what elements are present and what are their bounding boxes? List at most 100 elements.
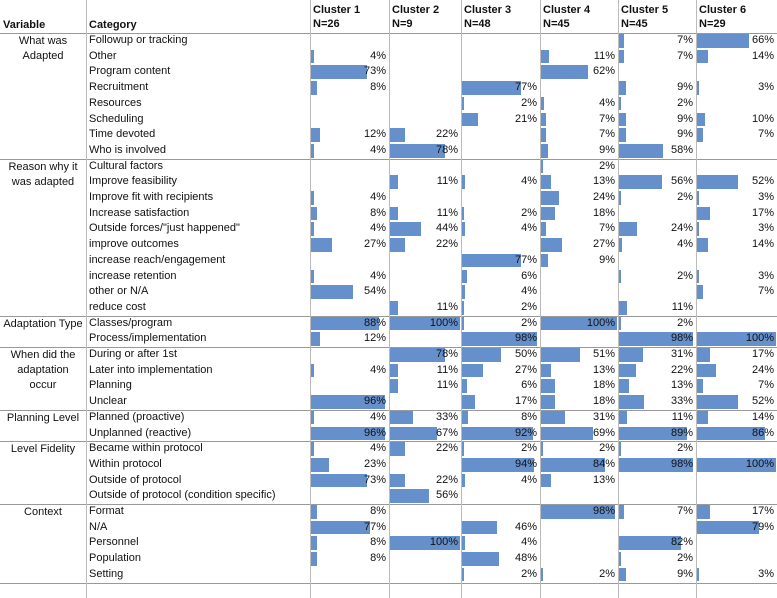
category-label: Outside of protocol [89, 473, 182, 486]
bar [462, 81, 522, 95]
header-cluster: Cluster 2 [392, 4, 440, 16]
cell-value: 62% [592, 65, 615, 78]
category-label: Planned (proactive) [89, 410, 185, 423]
bar [697, 505, 711, 519]
bar [619, 552, 621, 566]
bar [541, 363, 551, 378]
bar [541, 567, 543, 582]
bar [697, 175, 739, 189]
category-label: Recruitment [89, 81, 149, 94]
cell-value: 3% [758, 567, 774, 580]
cell-value: 100% [745, 332, 774, 345]
category-label: Personnel [89, 536, 139, 549]
category-label: N/A [89, 520, 108, 533]
cell-value: 82% [670, 536, 693, 549]
header-cluster: N=9 [392, 18, 413, 30]
cell-value: 11% [436, 300, 458, 313]
cell-value: 7% [599, 128, 615, 141]
bar [311, 128, 321, 142]
cell-value: 78% [435, 143, 458, 156]
bar [311, 520, 371, 535]
cell-value: 11% [593, 49, 615, 62]
bar [541, 348, 580, 362]
bar [462, 536, 466, 551]
variable-label: Context [24, 506, 62, 518]
category-label: Resources [89, 96, 142, 109]
bar [619, 426, 687, 441]
bar [697, 49, 709, 64]
cell-value: 2% [521, 316, 537, 329]
variable-label: What was Adapted [18, 35, 68, 62]
column-rule [310, 0, 311, 598]
bar [541, 49, 550, 64]
cell-value: 22% [435, 442, 458, 455]
cell-value: 96% [363, 395, 386, 408]
cell-value: 14% [751, 49, 774, 62]
category-label: Program content [89, 65, 171, 78]
column-rule [389, 0, 390, 598]
bar [390, 222, 421, 237]
bar [541, 410, 565, 425]
bar [311, 332, 321, 346]
cell-value: 2% [521, 96, 537, 109]
cell-value: 13% [670, 379, 693, 392]
cell-value: 4% [521, 175, 537, 188]
cell-value: 4% [370, 269, 386, 282]
cell-value: 4% [370, 222, 386, 235]
bar [390, 426, 437, 441]
bar [311, 65, 368, 80]
cell-value: 33% [670, 395, 693, 408]
variable-label: When did the adaptation occur [10, 349, 76, 391]
cell-value: 96% [363, 426, 386, 439]
category-label: Setting [89, 567, 124, 580]
cell-value: 94% [514, 457, 537, 470]
bar [619, 49, 625, 64]
cell-value: 77% [363, 520, 386, 533]
header-cluster: Cluster 4 [543, 4, 591, 16]
cell-value: 2% [599, 159, 615, 172]
variable-label: Adaptation Type [3, 317, 83, 330]
cell-value: 58% [670, 143, 693, 156]
cell-value: 9% [677, 112, 693, 125]
variable-label: Planning Level [6, 411, 80, 424]
cell-value: 18% [592, 379, 615, 392]
header-cluster: N=45 [621, 18, 648, 30]
category-label: Who is involved [89, 143, 167, 156]
column-rule [86, 0, 87, 598]
bar [619, 128, 626, 142]
cell-value: 98% [514, 332, 537, 345]
cell-value: 14% [751, 238, 774, 251]
cell-value: 8% [370, 505, 386, 517]
cell-value: 73% [363, 65, 386, 78]
bar [462, 520, 498, 535]
cell-value: 2% [521, 442, 537, 455]
bar [541, 457, 605, 472]
header-cluster: Cluster 6 [699, 4, 747, 16]
cell-value: 17% [751, 206, 774, 219]
cell-value: 77% [514, 253, 537, 266]
cell-value: 7% [758, 379, 774, 392]
bar [697, 379, 703, 394]
category-label: Increase satisfaction [89, 206, 190, 219]
cell-value: 98% [670, 457, 693, 470]
cell-value: 4% [521, 473, 537, 486]
category-label: Cultural factors [89, 159, 163, 172]
cell-value: 12% [363, 128, 386, 141]
bar [697, 363, 716, 378]
cell-value: 8% [521, 410, 537, 423]
cell-value: 4% [370, 410, 386, 423]
cell-value: 89% [670, 426, 693, 439]
bar [462, 457, 535, 472]
cell-value: 17% [514, 395, 537, 408]
header-cluster: Cluster 1 [313, 4, 361, 16]
bar [619, 238, 623, 252]
bar [462, 473, 466, 488]
cell-value: 6% [521, 379, 537, 392]
cell-value: 21% [514, 112, 537, 125]
cell-value: 9% [599, 253, 615, 266]
header-rule [0, 33, 777, 34]
category-label: Planning [89, 379, 132, 392]
bar [311, 410, 315, 425]
bar [390, 348, 445, 362]
group-rule [0, 315, 777, 317]
